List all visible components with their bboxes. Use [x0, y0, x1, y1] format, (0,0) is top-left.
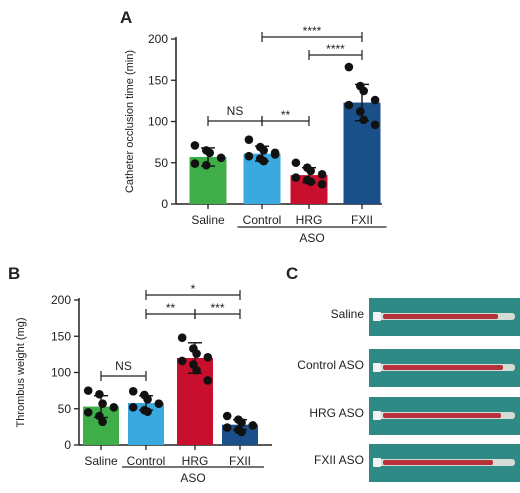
photo-label: Saline: [331, 307, 365, 321]
chart-a-point-hrg: [291, 158, 301, 168]
chart-b-point-fxii: [222, 423, 232, 432]
chart-a-point-hrg: [306, 166, 316, 176]
chart-b-point-saline: [83, 408, 93, 417]
chart-b-y-tick-label: 200: [51, 293, 71, 307]
panel-c-catheter-photos: Saline Control ASO HRG ASO FXII ASO: [297, 298, 520, 482]
chart-b-point-fxii: [237, 418, 246, 427]
panel-letter-c: C: [286, 264, 298, 283]
catheter-clot: [383, 314, 498, 319]
panel-letter-a: A: [120, 8, 132, 27]
chart-a-point-saline: [190, 141, 200, 150]
chart-a-point-control: [244, 135, 254, 144]
chart-b-y-tick-label: 0: [64, 438, 71, 452]
chart-a-point-saline: [202, 160, 211, 170]
chart-a-y-tick-label: 150: [148, 73, 168, 87]
chart-b-sig-label: *: [191, 282, 196, 296]
chart-a-y-tick-label: 100: [148, 115, 168, 129]
chart-a-point-fxii: [370, 120, 380, 130]
chart-b-point-hrg: [192, 366, 201, 375]
chart-b-point-control: [154, 399, 164, 408]
chart-b-point-saline: [98, 399, 107, 408]
catheter-clot: [383, 365, 503, 370]
catheter-cap: [373, 458, 381, 467]
panel-letter-b: B: [8, 264, 20, 283]
chart-b-point-saline: [83, 386, 93, 395]
chart-b-sig-label: ***: [210, 301, 224, 315]
chart-a-point-fxii: [344, 62, 354, 72]
chart-b-point-hrg: [203, 352, 213, 362]
chart-a-point-fxii: [344, 100, 354, 110]
chart-b-category-label: Control: [127, 454, 166, 468]
chart-a-point-control: [259, 146, 269, 155]
chart-b-point-fxii: [237, 427, 246, 437]
chart-b-sig-label: **: [166, 301, 176, 315]
chart-b-y-tick-label: 150: [51, 329, 71, 343]
chart-a-y-tick-label: 200: [148, 32, 168, 46]
chart-b-category-label: Saline: [84, 454, 118, 468]
chart-a-y-tick-label: 0: [161, 197, 168, 211]
chart-b-point-hrg: [192, 349, 201, 358]
chart-a-point-hrg: [306, 177, 316, 187]
chart-b-point-saline: [109, 403, 119, 412]
catheter-clot: [383, 460, 493, 465]
chart-a-point-saline: [205, 148, 214, 158]
chart-a-point-hrg: [317, 170, 327, 179]
chart-a-catheter-occlusion-time: 0 50 100 150 200 Catheter occlusion time (min…: [124, 24, 387, 245]
chart-b-sig-label: NS: [115, 359, 132, 373]
chart-b-point-hrg: [203, 376, 213, 385]
chart-b-point-control: [143, 407, 152, 416]
chart-b-point-fxii: [248, 421, 258, 430]
catheter-cap: [373, 363, 381, 372]
chart-a-point-fxii: [356, 107, 365, 116]
chart-a-category-label: FXII: [351, 213, 373, 227]
chart-b-point-saline: [98, 417, 107, 427]
chart-b-point-control: [128, 403, 138, 412]
photo-label: HRG ASO: [309, 406, 364, 420]
chart-a-sig-label: ****: [326, 42, 345, 56]
chart-b-thrombus-weight: 0 50 100 150 200 Thrombus weight (mg) Saline Co…: [15, 282, 272, 485]
chart-a-point-fxii: [359, 86, 369, 96]
chart-a-y-tick-label: 50: [155, 156, 169, 170]
chart-a-category-label: Control: [243, 213, 282, 227]
chart-b-category-label: HRG: [182, 454, 209, 468]
chart-a-point-fxii: [359, 115, 369, 125]
chart-b-point-fxii: [222, 411, 232, 421]
catheter-cap: [373, 411, 381, 420]
chart-a-point-control: [244, 151, 254, 161]
chart-a-group-label: ASO: [299, 231, 324, 245]
chart-a-sig-label: ****: [303, 24, 322, 38]
chart-b-point-hrg: [177, 356, 187, 366]
chart-b-point-control: [143, 395, 152, 404]
photo-label: Control ASO: [297, 358, 364, 372]
chart-a-point-fxii: [370, 95, 380, 105]
catheter-cap: [373, 312, 381, 321]
catheter-clot: [383, 413, 501, 418]
chart-a-category-label: Saline: [191, 213, 225, 227]
chart-b-point-control: [128, 387, 138, 396]
chart-a-sig-label: NS: [227, 104, 244, 118]
chart-a-point-saline: [190, 159, 200, 168]
chart-a-point-saline: [216, 153, 226, 163]
chart-b-y-axis-label: Thrombus weight (mg): [15, 317, 27, 427]
chart-b-group-label: ASO: [180, 471, 205, 485]
chart-a-y-axis-label: Catheter occlusion time (min): [124, 50, 136, 193]
chart-a-point-control: [259, 156, 269, 166]
chart-b-point-hrg: [177, 333, 187, 343]
chart-a-sig-label: **: [281, 108, 291, 122]
chart-b-y-tick-label: 50: [58, 402, 72, 416]
chart-a-point-hrg: [317, 179, 327, 189]
chart-a-point-control: [270, 150, 280, 159]
chart-b-category-label: FXII: [229, 454, 251, 468]
chart-a-point-hrg: [291, 173, 301, 182]
chart-b-y-tick-label: 100: [51, 366, 71, 380]
chart-b-point-saline: [95, 389, 104, 399]
chart-a-category-label: HRG: [296, 213, 323, 227]
photo-label: FXII ASO: [314, 453, 364, 467]
